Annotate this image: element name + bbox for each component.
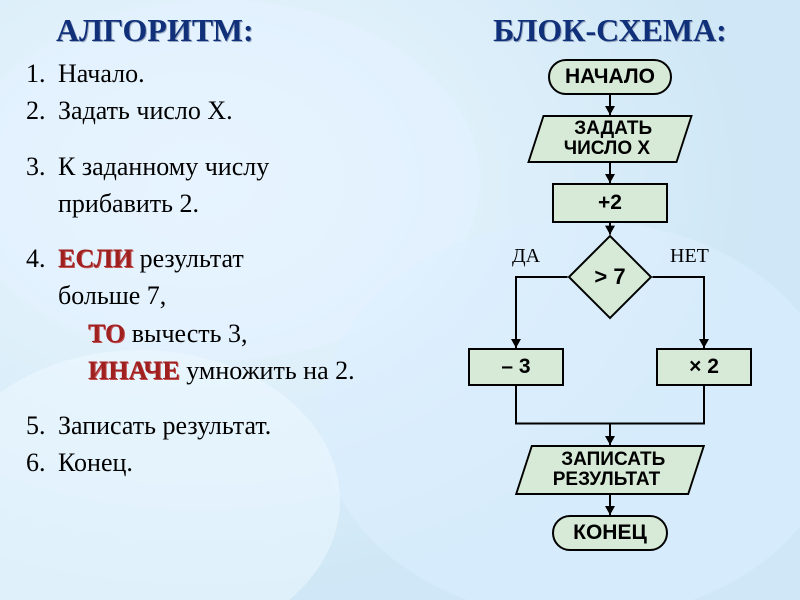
algo-step-4-else: ИНАЧЕ умножить на 2. (26, 354, 410, 387)
algo-step-4: 4.ЕСЛИ результат (26, 242, 410, 275)
flowchart-title: БЛОК-СХЕМА: (420, 12, 800, 49)
algo-step-4-then: ТО вычесть 3, (26, 317, 410, 350)
algorithm-list: 1.Начало. 2.Задать число Х. 3.К заданном… (26, 57, 410, 480)
kw-then: ТО (88, 319, 125, 348)
algo-step-4-cont: больше 7, (26, 279, 410, 312)
edge-label-no: НЕТ (670, 245, 709, 268)
kw-if: ЕСЛИ (58, 244, 133, 273)
flowchart-panel: БЛОК-СХЕМА: НАЧАЛО ЗАДАТЬЧИСЛО Х +2 > 7 – 3 ×… (420, 0, 800, 600)
algorithm-title: АЛГОРИТМ: (26, 12, 410, 49)
node-sub3: – 3 (468, 348, 564, 386)
algorithm-panel: АЛГОРИТМ: 1.Начало. 2.Задать число Х. 3.… (0, 0, 420, 600)
node-input: ЗАДАТЬЧИСЛО Х (527, 115, 693, 163)
node-start: НАЧАЛО (548, 59, 672, 95)
node-cond: > 7 (580, 247, 640, 307)
algo-step-1: 1.Начало. (26, 57, 410, 90)
algo-step-6: 6.Конец. (26, 446, 410, 479)
algo-step-3-cont: прибавить 2. (26, 187, 410, 220)
kw-else: ИНАЧЕ (88, 356, 180, 385)
node-end: КОНЕЦ (552, 515, 668, 551)
node-output: ЗАПИСАТЬРЕЗУЛЬТАТ (515, 445, 705, 495)
flowchart: НАЧАЛО ЗАДАТЬЧИСЛО Х +2 > 7 – 3 × 2 ЗАПИСАТЬРЕ… (430, 55, 790, 585)
node-add2: +2 (552, 183, 668, 223)
algo-step-3: 3.К заданному числу (26, 150, 410, 183)
algo-step-5: 5.Записать результат. (26, 409, 410, 442)
edge-label-yes: ДА (512, 245, 540, 268)
algo-step-2: 2.Задать число Х. (26, 94, 410, 127)
node-mul2: × 2 (656, 348, 752, 386)
